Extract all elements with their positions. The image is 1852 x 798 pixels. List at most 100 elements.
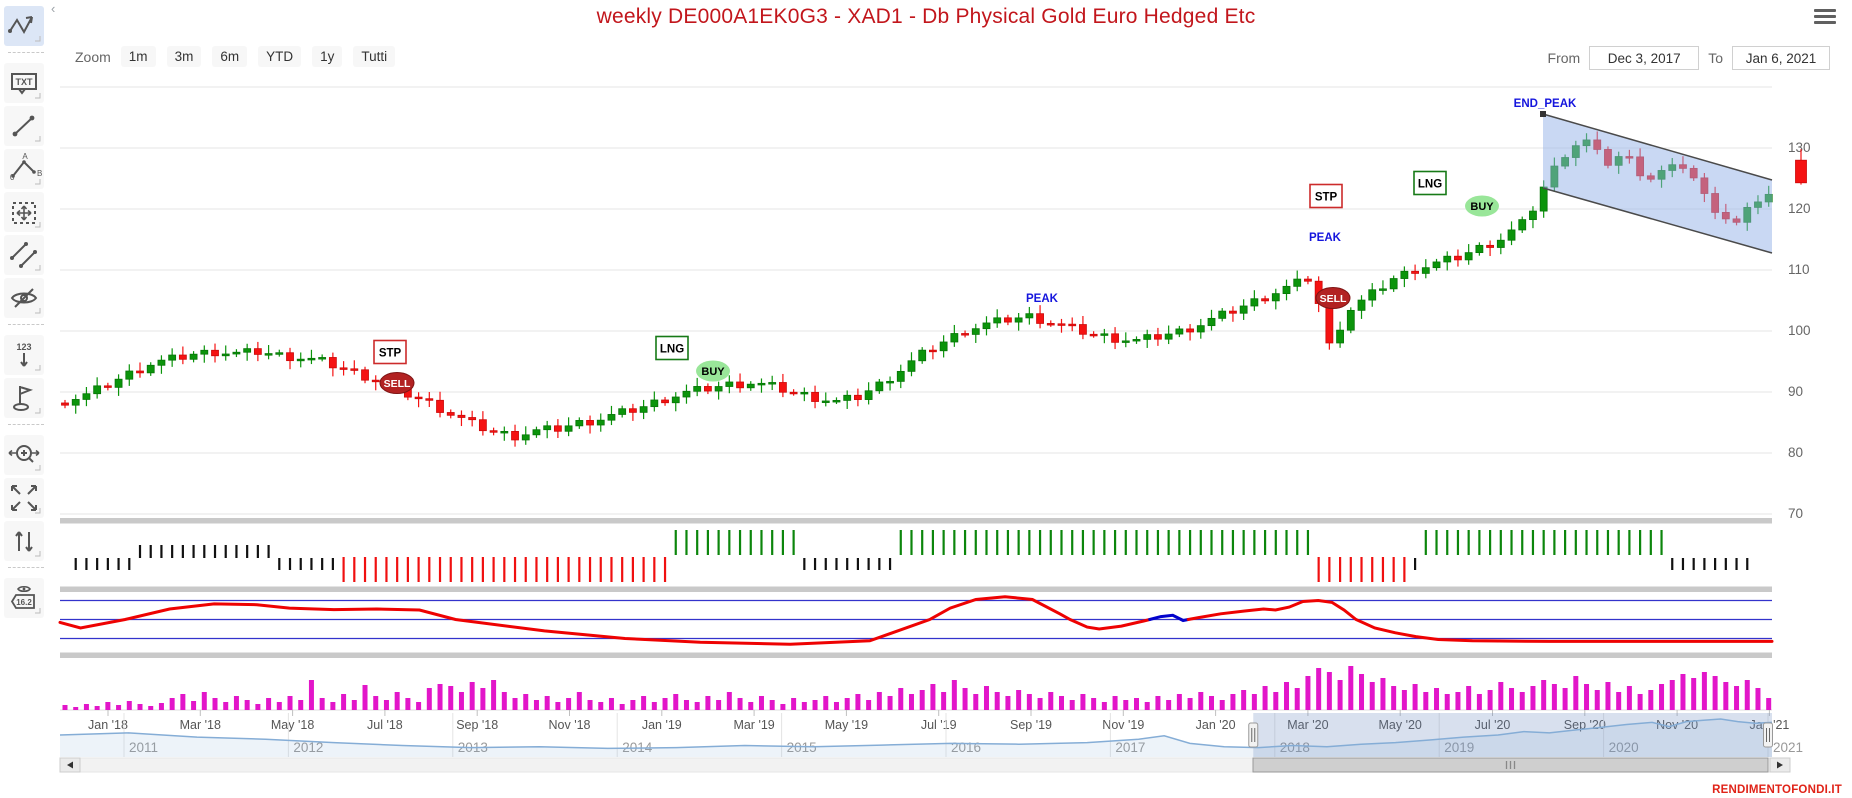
volume-bar <box>1626 686 1632 710</box>
zoom-button-1y[interactable]: 1y <box>312 46 343 67</box>
volume-pane <box>60 666 1772 711</box>
angle-abc-tool-button[interactable]: A 0 B <box>4 149 44 189</box>
candle-body <box>789 391 798 395</box>
annotations: STP SELL LNG BUY PEAK STP PEAK SELL LNG BUY END_PE… <box>373 98 1577 394</box>
volume-bar <box>769 700 775 710</box>
hamburger-menu-icon[interactable] <box>1814 9 1836 27</box>
volume-bar <box>1284 682 1290 710</box>
volume-bar <box>1466 686 1472 710</box>
hide-drawings-tool-button[interactable] <box>4 278 44 318</box>
navigator-handle-right[interactable] <box>1763 722 1773 748</box>
flag-marker-tool-button[interactable] <box>4 378 44 418</box>
candle-body <box>275 352 284 355</box>
candle-body <box>714 386 723 392</box>
stp-signal-box <box>1309 183 1343 209</box>
candle-body <box>243 348 252 353</box>
zoom-button-3m[interactable]: 3m <box>166 46 202 67</box>
volume-bar <box>201 692 207 710</box>
volume-bar <box>748 702 754 710</box>
x-axis-label: Mar '19 <box>733 718 774 732</box>
to-date-input[interactable] <box>1732 46 1830 70</box>
handle-body[interactable] <box>1763 722 1773 748</box>
from-date-input[interactable] <box>1589 46 1700 70</box>
candle-body <box>489 430 498 433</box>
axis-resize-icon <box>15 531 41 557</box>
toolbar-separator <box>8 567 44 569</box>
volume-bar <box>1348 666 1354 710</box>
angle-abc-icon: A 0 B <box>10 152 42 185</box>
parallel-channel-icon <box>10 242 41 271</box>
indicator-line-icon <box>8 16 41 42</box>
volume-bar <box>298 700 304 710</box>
candle-body <box>939 341 948 352</box>
candle-body <box>1175 328 1184 335</box>
navigator-handle-left[interactable] <box>1248 722 1259 748</box>
candle-body <box>521 434 530 441</box>
candle-body <box>1464 252 1473 261</box>
volume-bar <box>308 680 314 710</box>
volume-bar <box>1659 684 1665 710</box>
fullscreen-tool-button[interactable] <box>4 478 44 518</box>
volume-bar <box>1326 672 1332 710</box>
axis-resize-tool-button[interactable] <box>4 521 44 561</box>
volume-bar <box>1069 700 1075 710</box>
zoom-button-ytd[interactable]: YTD <box>258 46 302 67</box>
zoom-area-icon <box>8 445 41 471</box>
navigator: 2011201220132014201520162017201820192020… <box>59 713 1803 757</box>
candle-body <box>832 400 841 403</box>
zoom-button-6m[interactable]: 6m <box>212 46 248 67</box>
sell-signal-text: SELL <box>1320 293 1347 305</box>
candle-body <box>639 406 648 413</box>
candle-body <box>811 391 819 402</box>
price-tag-tool-button[interactable]: 16.2 <box>4 578 44 618</box>
x-axis-label: May '20 <box>1379 718 1422 732</box>
x-axis-label: Jul '20 <box>1475 718 1511 732</box>
volume-bar <box>641 696 647 710</box>
candle-body <box>575 420 584 427</box>
candle-body <box>682 390 691 398</box>
crop-move-tool-button[interactable] <box>4 192 44 232</box>
channel-handle[interactable] <box>1540 111 1546 117</box>
candle-body <box>1389 278 1398 290</box>
candle-body <box>1496 239 1505 248</box>
handle-body[interactable] <box>1248 722 1259 748</box>
stp-signal-box <box>373 339 407 365</box>
volume-bar <box>1541 680 1547 710</box>
candle-body <box>1250 298 1259 307</box>
volume-bar <box>169 698 175 710</box>
volume-bar <box>405 698 411 710</box>
candle-body <box>543 425 552 431</box>
text-annotation-tool-button[interactable]: TXT <box>4 63 44 103</box>
navigator-year-label: 2019 <box>1444 740 1474 755</box>
volume-bar <box>1337 680 1343 710</box>
parallel-channel-tool-button[interactable] <box>4 235 44 275</box>
zoom-button-1m[interactable]: 1m <box>120 46 156 67</box>
y-axis-label: 130 <box>1788 140 1811 155</box>
counter-123-tool-button[interactable]: 123 <box>4 335 44 375</box>
from-label: From <box>1547 50 1581 66</box>
volume-bar <box>330 702 336 710</box>
volume-bar <box>1262 686 1268 710</box>
indicator-line-tool-button[interactable] <box>4 6 44 46</box>
navigator-selected-range[interactable] <box>1253 713 1772 757</box>
candle-body <box>1196 325 1205 333</box>
toolbar-collapse-icon[interactable]: ‹ <box>51 1 56 16</box>
volume-bar <box>1176 694 1182 710</box>
y-axis-label: 110 <box>1788 262 1810 277</box>
volume-bar <box>973 694 979 710</box>
candle-body <box>1186 328 1194 333</box>
candle-body <box>1368 289 1377 301</box>
trend-line-tool-button[interactable] <box>4 106 44 146</box>
candle-body <box>125 370 134 380</box>
zoom-button-tutti[interactable]: Tutti <box>353 46 396 67</box>
zoom-area-tool-button[interactable] <box>4 435 44 475</box>
candle-body <box>1207 317 1216 327</box>
candle-body <box>971 328 980 335</box>
date-range: From To <box>1548 46 1830 70</box>
candle-body <box>875 381 884 392</box>
volume-bar <box>758 696 764 710</box>
candle-body <box>1132 339 1141 342</box>
navigator-line <box>59 718 1773 750</box>
volume-bar <box>555 702 561 710</box>
